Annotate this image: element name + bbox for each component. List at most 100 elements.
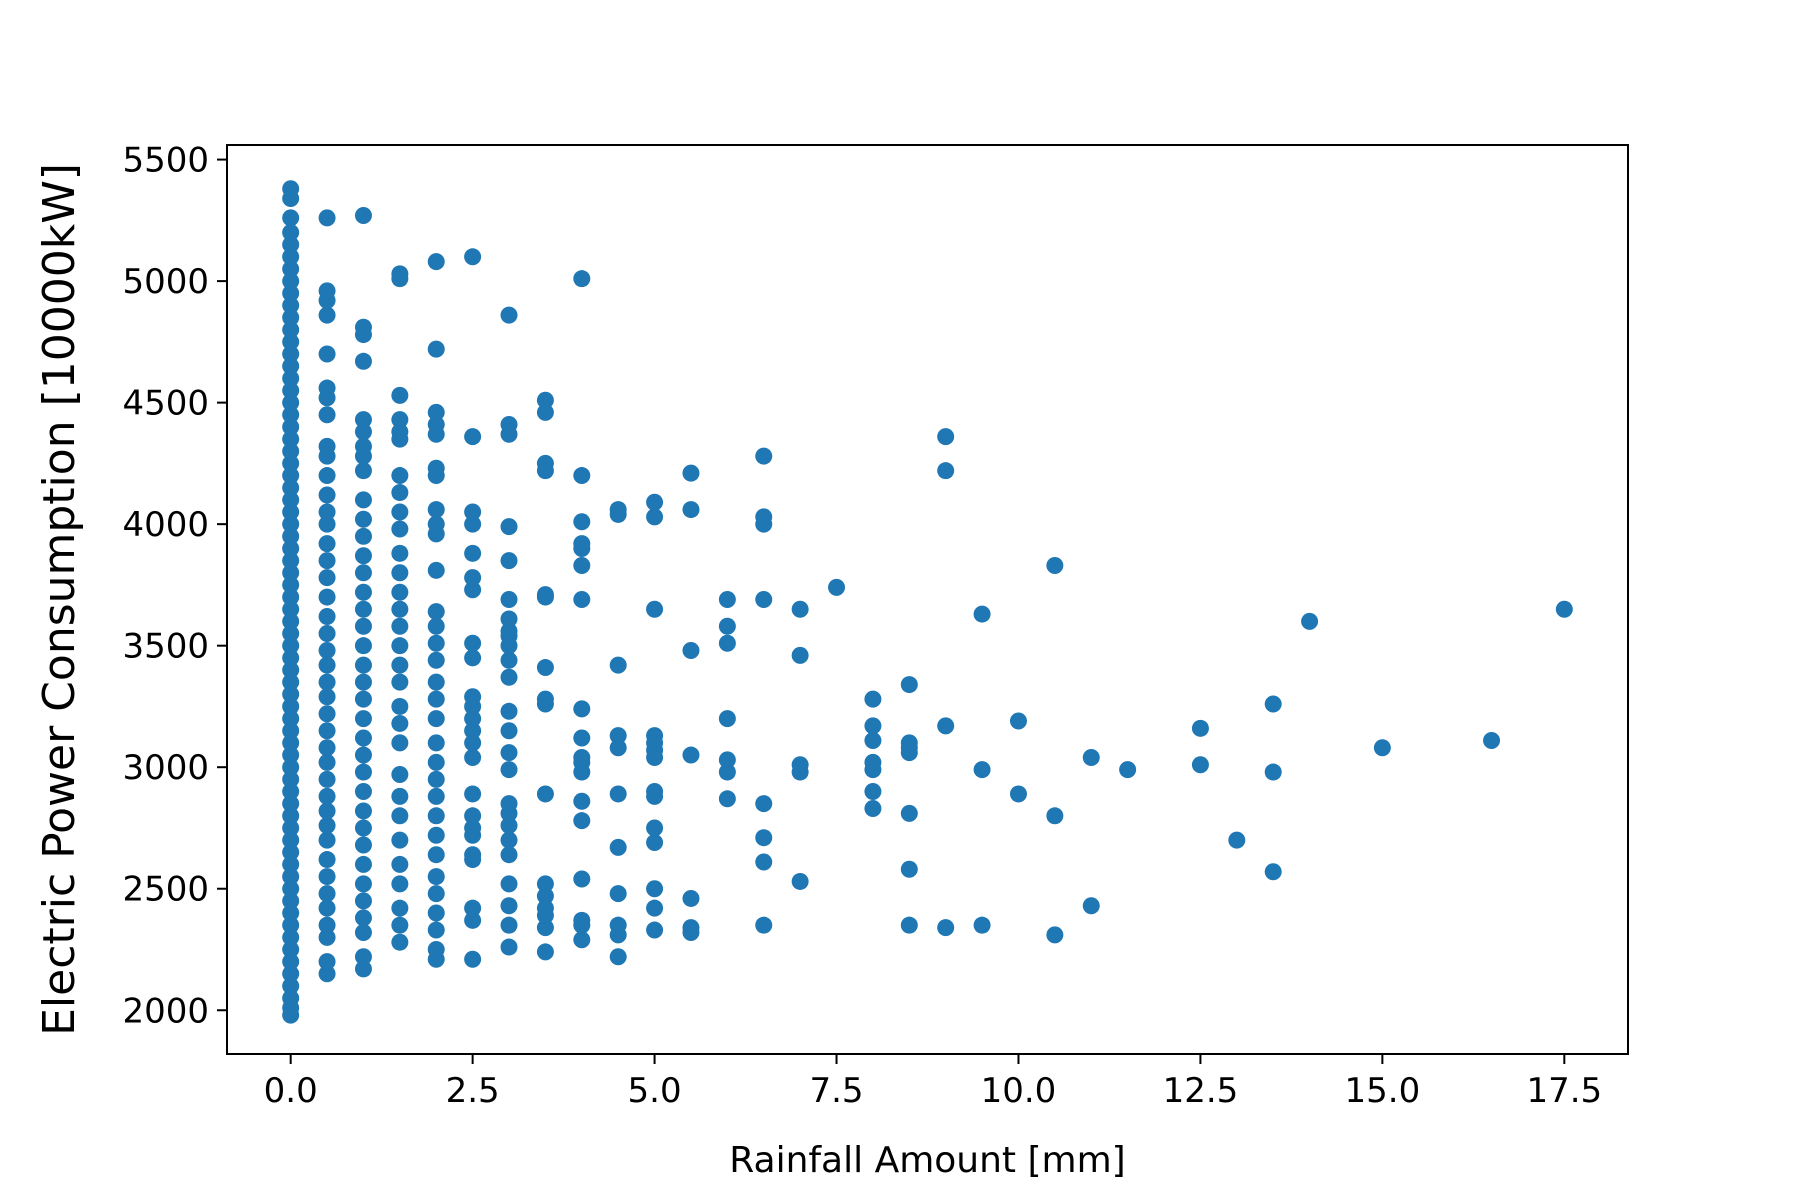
data-point [282, 345, 300, 363]
data-point [282, 272, 300, 290]
data-point [318, 282, 336, 300]
data-point [282, 296, 300, 314]
data-point [282, 758, 300, 776]
data-point [318, 345, 336, 363]
data-point [282, 661, 300, 679]
data-point [318, 656, 336, 674]
data-point [318, 753, 336, 771]
data-point [282, 309, 300, 327]
data-point [500, 938, 518, 956]
data-point [1301, 612, 1319, 630]
data-point [318, 642, 336, 660]
data-point [646, 880, 664, 898]
data-point [464, 807, 482, 825]
data-point [718, 710, 736, 728]
data-point [391, 583, 409, 601]
data-point [536, 586, 554, 604]
data-point [391, 855, 409, 873]
data-point [536, 875, 554, 893]
data-point [755, 853, 773, 871]
data-point [354, 802, 372, 820]
data-point [573, 792, 591, 810]
data-point [282, 637, 300, 655]
data-point [427, 690, 445, 708]
data-point [682, 746, 700, 764]
data-point [500, 722, 518, 740]
data-point [791, 872, 809, 890]
data-point [282, 467, 300, 485]
y-axis-ticks: 2000 2500 3000 3500 4000 4500 5000 5500 [122, 141, 227, 1031]
data-point [282, 940, 300, 958]
data-point [464, 710, 482, 728]
y-tick-label: 4000 [122, 505, 209, 545]
data-point [354, 411, 372, 429]
data-point [391, 467, 409, 485]
data-point [391, 544, 409, 562]
data-point [318, 467, 336, 485]
data-point [354, 527, 372, 545]
data-point [500, 518, 518, 536]
data-point [427, 651, 445, 669]
data-point [391, 386, 409, 404]
data-point [318, 486, 336, 504]
data-point [282, 625, 300, 643]
data-point [391, 411, 409, 429]
data-point [609, 727, 627, 745]
data-point [282, 333, 300, 351]
data-point [464, 569, 482, 587]
data-point [609, 948, 627, 966]
data-point [573, 870, 591, 888]
data-point [536, 785, 554, 803]
data-point [354, 437, 372, 455]
data-point [609, 501, 627, 519]
data-point [318, 588, 336, 606]
data-point [573, 513, 591, 531]
data-point [354, 875, 372, 893]
data-point [1046, 807, 1064, 825]
data-point [500, 610, 518, 628]
data-point [318, 437, 336, 455]
data-point [536, 403, 554, 421]
data-point [354, 960, 372, 978]
data-point [427, 885, 445, 903]
data-point [282, 843, 300, 861]
data-point [682, 889, 700, 907]
data-point [900, 734, 918, 752]
data-point [427, 868, 445, 886]
data-point [354, 617, 372, 635]
data-point [573, 270, 591, 288]
data-point [391, 807, 409, 825]
data-point [828, 578, 846, 596]
data-point [318, 625, 336, 643]
data-point [427, 846, 445, 864]
data-point [500, 306, 518, 324]
data-point [900, 804, 918, 822]
data-point [464, 581, 482, 599]
data-point [354, 710, 372, 728]
data-point [282, 868, 300, 886]
data-point [318, 705, 336, 723]
data-point [282, 795, 300, 813]
data-point [282, 454, 300, 472]
data-point [464, 248, 482, 266]
data-point [464, 688, 482, 706]
data-point [427, 416, 445, 434]
data-point [282, 710, 300, 728]
data-point [1373, 739, 1391, 757]
data-point [427, 253, 445, 271]
data-point [573, 591, 591, 608]
data-point [682, 501, 700, 519]
data-point [427, 770, 445, 788]
y-tick-label: 2000 [122, 991, 209, 1031]
data-point [318, 406, 336, 424]
data-point [464, 515, 482, 533]
data-point [282, 904, 300, 922]
data-point [791, 646, 809, 664]
data-point [1009, 712, 1027, 730]
data-point [500, 761, 518, 779]
data-point [282, 807, 300, 825]
data-point [500, 651, 518, 669]
data-point [1228, 831, 1246, 849]
data-point [282, 284, 300, 302]
data-point [1046, 556, 1064, 574]
